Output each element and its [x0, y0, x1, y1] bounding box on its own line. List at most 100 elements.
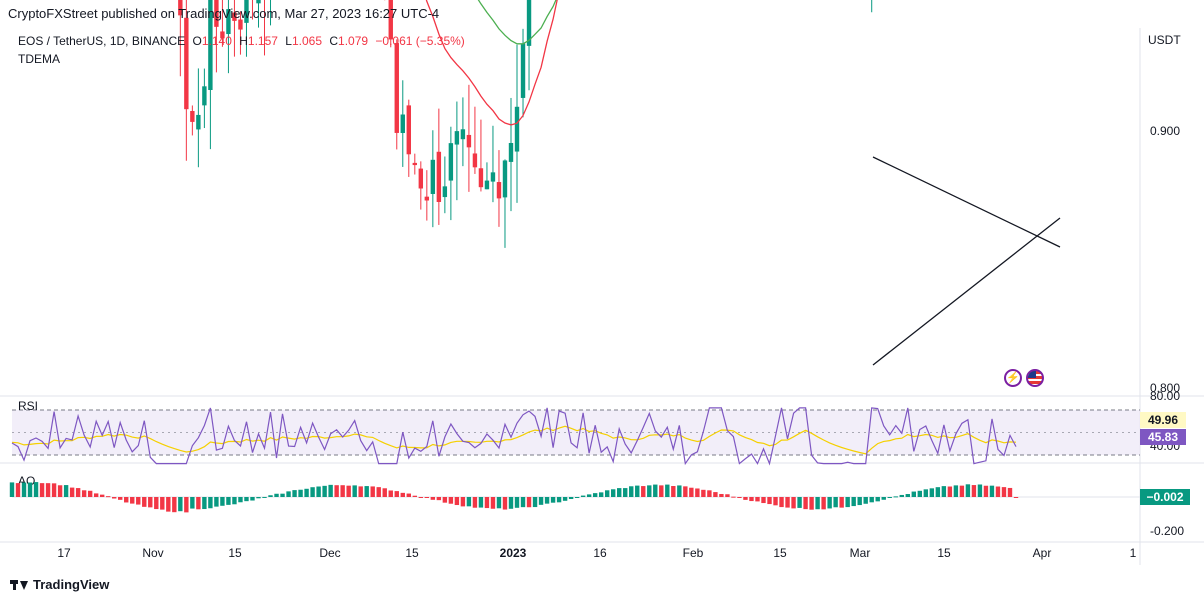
ao-bar [689, 487, 694, 497]
low-label: L [285, 34, 292, 48]
ao-bar [1013, 497, 1019, 498]
ao-bar [45, 483, 51, 497]
candle [202, 86, 207, 106]
ao-bar [574, 497, 580, 498]
rsi-ma-label: 49.96 [1148, 413, 1178, 427]
ao-bar [496, 497, 502, 509]
ao-bar [124, 497, 129, 503]
x-tick-label: Apr [1033, 546, 1052, 560]
ao-bar [316, 486, 321, 497]
ao-bar [238, 497, 243, 503]
ao-bar [166, 497, 171, 512]
ao-bar [436, 497, 442, 501]
ao-bar [328, 484, 333, 497]
ao-bar [556, 497, 562, 503]
ao-bar [526, 497, 532, 508]
candle [430, 159, 436, 194]
ao-bar [635, 485, 640, 497]
ao-bar [785, 497, 790, 508]
candle [502, 160, 508, 198]
ao-bar [641, 486, 646, 497]
ao-bar [93, 493, 99, 497]
ao-bar [659, 485, 664, 497]
ao-bar [292, 490, 297, 497]
ao-bar [304, 488, 309, 497]
ao-bar [719, 493, 724, 497]
rsi-line [11, 407, 1017, 466]
lightning-icon[interactable]: ⚡ [1004, 369, 1022, 387]
ao-bar [214, 497, 219, 507]
ao-bar [9, 482, 15, 497]
candle [472, 153, 478, 168]
ao-bar [412, 495, 418, 497]
ao-bar [130, 497, 135, 504]
ao-bar [322, 485, 327, 497]
ao-bar [57, 485, 63, 497]
ao-bar [502, 497, 508, 510]
high-value: 1.157 [247, 34, 278, 48]
ao-bar [995, 486, 1001, 497]
ao-bar [21, 482, 27, 497]
ao-bar [833, 497, 838, 508]
candle [436, 151, 442, 202]
ao-bar [647, 485, 652, 497]
ao-bar [941, 486, 947, 497]
ao-bar [959, 485, 965, 497]
ao-bar [544, 497, 550, 504]
ao-label: −0.002 [1146, 490, 1183, 504]
x-tick-label: Feb [683, 546, 704, 560]
ao-bar [81, 490, 87, 497]
ao-bar [352, 485, 357, 497]
candle [226, 9, 231, 35]
ao-bar [298, 489, 303, 497]
ao-bar [136, 497, 141, 505]
rsi-ma-line [11, 425, 1017, 455]
candle [520, 43, 526, 98]
symbol-name[interactable]: EOS / TetherUS, 1D, BINANCE [18, 34, 186, 48]
ao-bar [869, 497, 874, 503]
ao-bar [370, 486, 375, 497]
ao-bar [33, 482, 39, 497]
ao-bar [69, 487, 75, 497]
y-tick-label: 0.800 [1150, 381, 1180, 395]
low-value: 1.065 [291, 34, 322, 48]
ao-bar [827, 497, 832, 509]
candle [232, 12, 237, 21]
ao-bar [454, 497, 460, 506]
ao-bar [725, 494, 730, 497]
ao-bar [610, 489, 616, 497]
x-tick-label: Dec [319, 546, 340, 560]
ao-bar [112, 497, 117, 499]
ao-bar [418, 497, 424, 498]
tradingview-footer[interactable]: TradingView [10, 577, 109, 592]
ao-bar [178, 497, 183, 512]
ao-bar [935, 487, 941, 497]
ao-bar [749, 497, 754, 502]
ao-bar [172, 497, 177, 513]
ao-bar [406, 493, 411, 497]
ao-bar [857, 497, 862, 506]
ao-bar [394, 491, 399, 497]
us-flag-icon[interactable] [1026, 369, 1044, 387]
ao-bar [466, 497, 472, 507]
candle [424, 196, 430, 201]
ao-bar [184, 497, 189, 513]
ao-bar [538, 497, 544, 505]
candle [490, 172, 496, 182]
candles [178, 0, 873, 248]
ao-bars [9, 482, 1019, 513]
ao-bar [244, 497, 249, 502]
indicator-label[interactable]: TDEMA [18, 52, 60, 66]
ao-bar [671, 486, 676, 497]
candle [514, 106, 520, 152]
ao-bar [803, 497, 808, 510]
candle [190, 110, 195, 122]
ao-bar [929, 488, 935, 497]
ao-bar [586, 494, 592, 497]
ao-bar [791, 497, 796, 509]
candle [496, 182, 502, 199]
ao-bar [977, 484, 983, 497]
ao-bar [887, 497, 892, 498]
tradingview-logo-icon [10, 579, 28, 590]
